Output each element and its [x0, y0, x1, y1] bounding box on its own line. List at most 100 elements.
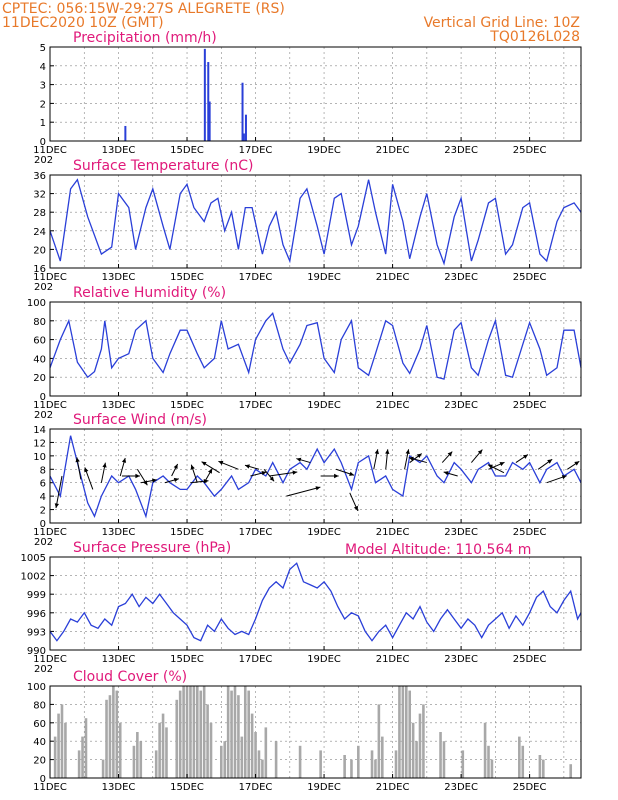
- cloud-cover-bar: [53, 736, 57, 778]
- wind-arrow-head: [208, 468, 213, 474]
- wind-arrow: [100, 462, 107, 483]
- cloud-cover-bar: [161, 713, 165, 778]
- cloud-cover-bar: [196, 686, 199, 778]
- cloud-cover-bar: [542, 759, 545, 778]
- cloud-cover-bar: [81, 736, 84, 778]
- cloud-cover-bar: [518, 736, 521, 778]
- x-year-label-cut: 202: [34, 664, 53, 675]
- x-tick-label: 15DEC: [170, 400, 204, 411]
- humidity-line: [49, 312, 582, 380]
- y-tick-label: 999: [27, 590, 46, 601]
- wind-arrow-head: [121, 458, 127, 463]
- x-tick-label: 17DEC: [239, 654, 273, 665]
- panel-pressure: 990 993 996 999 1002 1005 Surface Pressure (hP…: [21, 540, 582, 675]
- y-tick-label: 8: [40, 465, 46, 476]
- cloud-cover-bar: [487, 745, 490, 778]
- panel-frame: [49, 685, 582, 779]
- wind-arrow-head: [315, 486, 321, 491]
- y-tick-label: 1002: [21, 572, 46, 583]
- x-tick-label: 25DEC: [513, 272, 547, 283]
- y-tick-label: 2: [40, 506, 46, 517]
- panel-title: Relative Humidity (%): [73, 285, 226, 301]
- wind-arrow: [349, 492, 359, 511]
- cloud-cover-bar: [264, 727, 268, 778]
- wind-arrow: [385, 449, 390, 470]
- x-tick-label: 15DEC: [170, 527, 204, 538]
- x-tick-label: 19DEC: [307, 400, 341, 411]
- panel-frame: [49, 46, 582, 142]
- y-tick-label: 80: [33, 700, 46, 711]
- wind-arrow-head: [102, 462, 107, 468]
- temperature-line: [49, 178, 582, 266]
- x-tick-label: 11DEC: [33, 782, 67, 793]
- x-tick-label: 11DEC: [33, 527, 67, 538]
- wind-arrow-head: [523, 454, 528, 459]
- x-tick-label: 21DEC: [376, 400, 410, 411]
- y-tick-label: 100: [27, 682, 46, 693]
- x-tick-label: 23DEC: [444, 272, 478, 283]
- cloud-cover-bar: [408, 690, 412, 778]
- cloud-cover-bar: [250, 713, 254, 778]
- wind-arrow-head: [574, 461, 580, 466]
- cloud-cover-bar: [411, 722, 415, 778]
- cloud-cover-bar: [415, 741, 418, 778]
- cloud-cover-bar: [60, 704, 64, 778]
- wind-arrow: [373, 449, 379, 470]
- y-tick-label: 60: [33, 719, 46, 730]
- cloud-cover-bar: [418, 713, 422, 778]
- x-tick-label: 23DEC: [444, 145, 478, 156]
- wind-arrow: [201, 461, 220, 474]
- wind-arrow: [190, 464, 198, 483]
- x-tick-label: 15DEC: [170, 654, 204, 665]
- cloud-cover-bar: [254, 732, 257, 778]
- y-tick-label: 4: [40, 62, 46, 73]
- wind-arrow: [54, 475, 63, 509]
- wind-arrow: [409, 453, 423, 463]
- x-tick-label: 25DEC: [513, 654, 547, 665]
- y-tick-label: 2: [40, 99, 46, 110]
- cloud-cover-bar: [247, 690, 250, 778]
- x-tick-label: 23DEC: [444, 400, 478, 411]
- cloud-cover-bar: [84, 718, 88, 778]
- x-tick-label: 13DEC: [102, 145, 136, 156]
- x-tick-label: 17DEC: [239, 145, 273, 156]
- x-tick-label: 17DEC: [239, 400, 273, 411]
- cloud-cover-bar: [483, 722, 487, 778]
- wind-arrow: [408, 456, 427, 464]
- precipitation-bar: [124, 125, 127, 141]
- y-tick-label: 40: [33, 737, 46, 748]
- cloud-cover-bar: [199, 690, 203, 778]
- x-tick-label: 15DEC: [170, 272, 204, 283]
- cloud-cover-bar: [422, 704, 425, 778]
- cloud-cover-bar: [139, 741, 143, 778]
- y-tick-label: 28: [33, 208, 46, 219]
- cloud-cover-bar: [298, 745, 302, 778]
- wind-arrow-head: [499, 462, 505, 467]
- y-tick-label: 6: [40, 479, 46, 490]
- x-tick-label: 17DEC: [239, 272, 273, 283]
- cloud-cover-bar: [401, 686, 405, 778]
- y-tick-label: 100: [27, 298, 46, 309]
- x-tick-label: 23DEC: [444, 654, 478, 665]
- wind-arrow-head: [334, 473, 339, 479]
- cloud-cover-bar: [243, 686, 247, 778]
- cloud-cover-bar: [132, 745, 136, 778]
- panel-frame: [49, 174, 582, 269]
- cloud-cover-bar: [158, 722, 161, 778]
- wind-arrow-head: [296, 457, 302, 462]
- wind-arrow: [296, 457, 311, 464]
- wind-arrow: [84, 467, 94, 490]
- wind-arrow-head: [54, 503, 59, 508]
- wind-arrow: [263, 468, 275, 482]
- wind-arrow-head: [447, 451, 453, 457]
- y-tick-label: 36: [33, 171, 46, 182]
- wind-arrow: [404, 449, 410, 470]
- cloud-cover-bar: [237, 695, 240, 778]
- cloud-cover-bar: [105, 699, 108, 778]
- y-tick-label: 20: [33, 373, 46, 384]
- x-tick-label: 25DEC: [513, 145, 547, 156]
- x-tick-label: 21DEC: [376, 272, 410, 283]
- x-tick-label: 23DEC: [444, 527, 478, 538]
- wind-arrow: [441, 451, 453, 463]
